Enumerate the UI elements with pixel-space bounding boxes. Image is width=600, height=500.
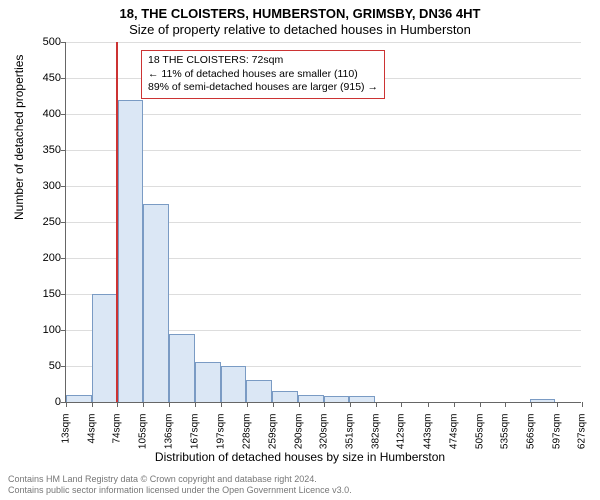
xtick-mark [480, 402, 481, 407]
xtick-label: 566sqm [525, 414, 536, 474]
xtick-mark [582, 402, 583, 407]
ytick-label: 450 [21, 72, 61, 84]
annotation-line1: 18 THE CLOISTERS: 72sqm [148, 54, 378, 68]
xtick-mark [92, 402, 93, 407]
gridline [66, 186, 581, 187]
xtick-mark [247, 402, 248, 407]
xtick-label: 74sqm [112, 414, 123, 474]
xtick-mark [401, 402, 402, 407]
xtick-label: 474sqm [448, 414, 459, 474]
histogram-bar [169, 334, 195, 402]
xtick-label: 167sqm [190, 414, 201, 474]
ytick-label: 100 [21, 324, 61, 336]
xtick-mark [169, 402, 170, 407]
ytick-label: 400 [21, 108, 61, 120]
ytick-mark [61, 366, 66, 367]
footnote-line2: Contains public sector information licen… [8, 485, 352, 496]
chart-container: 18, THE CLOISTERS, HUMBERSTON, GRIMSBY, … [0, 0, 600, 500]
xtick-mark [324, 402, 325, 407]
xtick-label: 320sqm [319, 414, 330, 474]
histogram-bar [221, 366, 247, 402]
ytick-label: 0 [21, 396, 61, 408]
histogram-bar [272, 391, 298, 402]
gridline [66, 150, 581, 151]
histogram-bar [298, 395, 324, 402]
gridline [66, 114, 581, 115]
gridline [66, 42, 581, 43]
ytick-mark [61, 222, 66, 223]
ytick-mark [61, 186, 66, 187]
xtick-label: 197sqm [215, 414, 226, 474]
xtick-label: 597sqm [552, 414, 563, 474]
ytick-mark [61, 78, 66, 79]
ytick-label: 500 [21, 36, 61, 48]
ytick-mark [61, 114, 66, 115]
xtick-label: 259sqm [267, 414, 278, 474]
histogram-bar [143, 204, 169, 402]
xtick-label: 351sqm [345, 414, 356, 474]
histogram-bar [530, 399, 556, 402]
xtick-label: 13sqm [61, 414, 72, 474]
xtick-label: 382sqm [371, 414, 382, 474]
histogram-bar [195, 362, 221, 402]
ytick-label: 300 [21, 180, 61, 192]
xtick-mark [143, 402, 144, 407]
x-axis-label: Distribution of detached houses by size … [0, 450, 600, 464]
xtick-mark [66, 402, 67, 407]
ytick-mark [61, 258, 66, 259]
annotation-line3: 89% of semi-detached houses are larger (… [148, 81, 378, 95]
chart-area: 05010015020025030035040045050013sqm44sqm… [65, 42, 580, 402]
xtick-label: 228sqm [241, 414, 252, 474]
xtick-mark [376, 402, 377, 407]
ytick-label: 250 [21, 216, 61, 228]
ytick-label: 200 [21, 252, 61, 264]
xtick-label: 505sqm [474, 414, 485, 474]
xtick-mark [221, 402, 222, 407]
histogram-bar [246, 380, 272, 402]
ytick-mark [61, 150, 66, 151]
footnote-line1: Contains HM Land Registry data © Crown c… [8, 474, 352, 485]
ytick-mark [61, 42, 66, 43]
footnote: Contains HM Land Registry data © Crown c… [8, 474, 352, 496]
property-marker-line [116, 42, 118, 402]
histogram-bar [118, 100, 144, 402]
xtick-mark [299, 402, 300, 407]
xtick-mark [117, 402, 118, 407]
xtick-mark [195, 402, 196, 407]
xtick-mark [350, 402, 351, 407]
xtick-label: 290sqm [293, 414, 304, 474]
ytick-mark [61, 330, 66, 331]
xtick-label: 443sqm [422, 414, 433, 474]
xtick-label: 627sqm [577, 414, 588, 474]
annotation-line2: ← 11% of detached houses are smaller (11… [148, 68, 378, 82]
plot-region: 05010015020025030035040045050013sqm44sqm… [65, 42, 581, 403]
chart-subtitle: Size of property relative to detached ho… [0, 22, 600, 37]
chart-title-address: 18, THE CLOISTERS, HUMBERSTON, GRIMSBY, … [0, 6, 600, 21]
xtick-mark [428, 402, 429, 407]
histogram-bar [324, 396, 350, 402]
annotation-box: 18 THE CLOISTERS: 72sqm← 11% of detached… [141, 50, 385, 99]
histogram-bar [92, 294, 118, 402]
xtick-mark [454, 402, 455, 407]
histogram-bar [66, 395, 92, 402]
xtick-mark [273, 402, 274, 407]
xtick-label: 105sqm [138, 414, 149, 474]
xtick-mark [531, 402, 532, 407]
xtick-label: 44sqm [87, 414, 98, 474]
ytick-label: 50 [21, 360, 61, 372]
xtick-label: 535sqm [499, 414, 510, 474]
histogram-bar [349, 396, 375, 402]
xtick-mark [557, 402, 558, 407]
xtick-label: 136sqm [164, 414, 175, 474]
ytick-label: 150 [21, 288, 61, 300]
xtick-mark [505, 402, 506, 407]
ytick-label: 350 [21, 144, 61, 156]
xtick-label: 412sqm [396, 414, 407, 474]
ytick-mark [61, 294, 66, 295]
